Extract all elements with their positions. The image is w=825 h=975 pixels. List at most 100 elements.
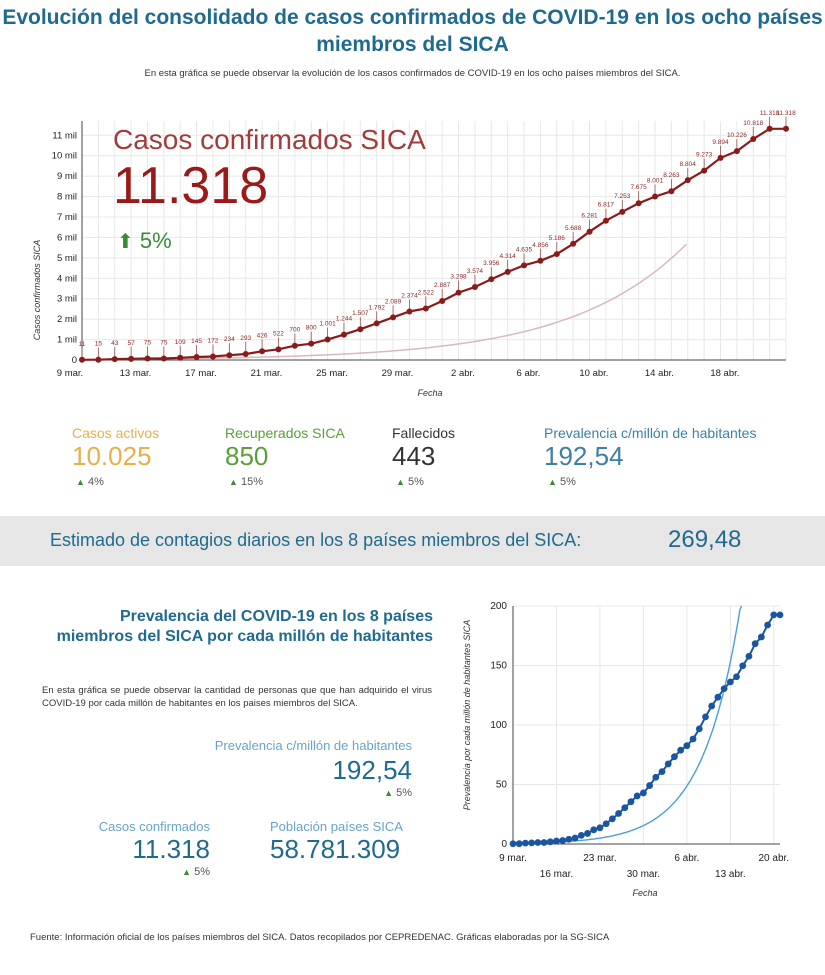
data-label: 11 <box>79 341 86 348</box>
data-point <box>757 633 765 641</box>
stat-deaths: Fallecidos 443 ▲ 5% <box>392 425 455 488</box>
data-label: 234 <box>224 336 235 343</box>
data-label: 8.263 <box>663 172 680 179</box>
data-point <box>668 188 675 195</box>
x-tick-label: 23 mar. <box>583 853 616 864</box>
data-point <box>439 298 446 305</box>
y-tick-label: 4 mil <box>57 273 77 284</box>
data-point <box>540 839 548 846</box>
stat-label: Prevalencia c/millón de habitantes <box>544 425 757 441</box>
cases-chart-ylabel: Casos confirmados SICA <box>32 240 42 341</box>
data-point <box>357 326 364 333</box>
data-label: 3.956 <box>483 260 500 267</box>
data-point <box>95 356 102 363</box>
stat-active: Casos activos 10.025 ▲ 4% <box>72 425 159 488</box>
data-point <box>577 831 585 839</box>
data-point <box>128 355 135 362</box>
data-point <box>766 125 773 132</box>
data-point <box>677 746 685 754</box>
data-point <box>664 760 672 768</box>
data-label: 75 <box>160 339 168 346</box>
data-point <box>776 611 784 619</box>
data-point <box>658 768 666 776</box>
data-point <box>720 685 728 693</box>
x-tick-label: 25 mar. <box>316 368 348 379</box>
data-point <box>308 340 315 347</box>
data-point <box>621 804 629 812</box>
data-label: 3.298 <box>450 274 467 281</box>
data-point <box>586 228 593 235</box>
data-label: 2.089 <box>385 298 402 305</box>
y-tick-label: 9 mil <box>57 171 77 182</box>
data-label: 4.314 <box>500 253 517 260</box>
data-label: 3.574 <box>467 268 484 275</box>
data-point <box>639 789 647 797</box>
data-label: 10.818 <box>743 120 763 127</box>
data-point <box>406 308 413 315</box>
data-point <box>764 621 771 629</box>
data-point <box>79 356 85 363</box>
data-point <box>522 839 529 847</box>
cases-label: Casos confirmados <box>98 819 210 834</box>
data-label: 4.856 <box>532 242 549 249</box>
y-tick-label: 3 mil <box>57 294 77 305</box>
stat-label: Fallecidos <box>392 425 456 441</box>
kpi-change-value: 5% <box>139 228 172 253</box>
stats-row: Casos activos 10.025 ▲ 4% Recuperados SI… <box>72 425 792 505</box>
data-point <box>745 652 753 660</box>
kpi-label: Casos confirmados SICA <box>113 124 426 155</box>
cases-change: ▲ 5% <box>182 866 210 878</box>
stat-prevalence: Prevalencia c/millón de habitantes 192,5… <box>544 425 756 488</box>
data-label: 1.507 <box>352 310 369 317</box>
data-label: 2.887 <box>434 282 451 289</box>
y-tick-label: 1 mil <box>57 335 77 346</box>
data-label: 1.792 <box>369 304 386 311</box>
data-point <box>608 815 616 823</box>
data-point <box>683 742 691 750</box>
data-label: 8.001 <box>647 178 664 185</box>
data-point <box>275 346 282 353</box>
x-tick-label: 10 abr. <box>579 368 608 379</box>
stat-value: 443 <box>392 441 436 471</box>
y-tick-label: 11 mil <box>52 130 77 141</box>
up-arrow-icon: ▲ <box>548 477 557 487</box>
data-point <box>209 353 216 360</box>
data-point <box>259 348 266 355</box>
data-point <box>571 834 579 842</box>
prevalence-value: 192,54 <box>332 755 412 785</box>
y-tick-label: 8 mil <box>57 192 77 203</box>
kpi-change: ⬆ 5% <box>117 228 172 254</box>
data-label: 700 <box>289 327 300 334</box>
data-point <box>340 331 347 338</box>
data-point <box>733 673 740 681</box>
x-tick-label: 30 mar. <box>627 869 660 880</box>
x-tick-label: 17 mar. <box>185 368 217 379</box>
data-label: 522 <box>273 330 284 337</box>
data-point <box>373 320 380 327</box>
data-label: 1.244 <box>336 316 353 323</box>
daily-estimate-label: Estimado de contagios diarios en los 8 p… <box>50 530 582 550</box>
up-arrow-icon: ▲ <box>396 477 405 487</box>
y-tick-label: 150 <box>490 661 507 672</box>
data-label: 43 <box>111 340 119 347</box>
data-point <box>602 217 609 224</box>
data-point <box>537 257 544 264</box>
data-label: 7.675 <box>631 184 648 191</box>
prevalence-section-title: Prevalencia del COVID-19 en los 8 países… <box>56 608 433 645</box>
data-point <box>455 289 462 296</box>
daily-estimate-band <box>0 516 825 566</box>
data-point <box>242 351 249 358</box>
data-label: 293 <box>240 335 251 342</box>
x-tick-label: 14 abr. <box>645 368 674 379</box>
y-tick-label: 2 mil <box>57 314 77 325</box>
page-title: Evolución del consolidado de casos confi… <box>2 6 823 56</box>
data-label: 57 <box>127 340 135 347</box>
data-label: 15 <box>95 341 103 348</box>
page-subtitle: En esta gráfica se puede observar la evo… <box>144 68 681 79</box>
stat-value: 10.025 <box>72 441 152 471</box>
data-label: 6.817 <box>598 202 615 209</box>
data-point <box>652 193 659 200</box>
data-label: 8.804 <box>680 161 697 168</box>
data-label: 5.186 <box>549 235 566 242</box>
daily-estimate-value: 269,48 <box>668 526 742 553</box>
